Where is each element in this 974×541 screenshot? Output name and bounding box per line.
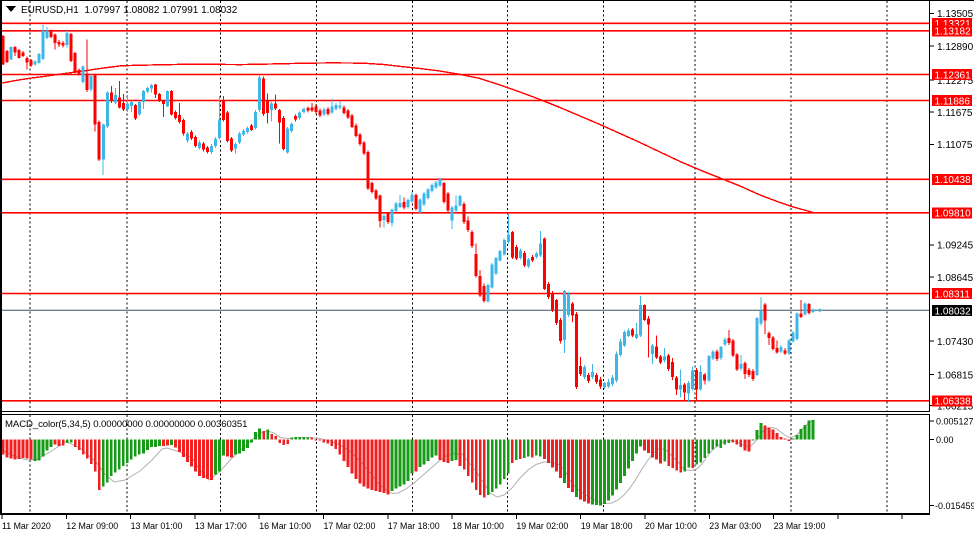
svg-text:1.12275: 1.12275 xyxy=(937,76,974,87)
svg-text:1.11675: 1.11675 xyxy=(937,108,973,119)
svg-text:1.07430: 1.07430 xyxy=(937,337,974,348)
svg-text:1.13505: 1.13505 xyxy=(937,9,974,20)
svg-text:17 Mar 02:00: 17 Mar 02:00 xyxy=(324,521,376,531)
svg-text:1.08032: 1.08032 xyxy=(935,306,972,317)
svg-text:EURUSD,H1 1.07997 1.08082 1.0: EURUSD,H1 1.07997 1.08082 1.07991 1.0803… xyxy=(21,5,238,16)
svg-text:1.08645: 1.08645 xyxy=(937,273,974,284)
svg-text:1.09245: 1.09245 xyxy=(937,241,974,252)
svg-text:1.08311: 1.08311 xyxy=(935,289,971,300)
svg-text:20 Mar 10:00: 20 Mar 10:00 xyxy=(645,521,697,531)
svg-text:1.13321: 1.13321 xyxy=(935,19,972,30)
svg-text:0.0051272: 0.0051272 xyxy=(936,416,974,426)
svg-text:1.13182: 1.13182 xyxy=(935,27,972,38)
svg-text:19 Mar 18:00: 19 Mar 18:00 xyxy=(581,521,633,531)
svg-text:17 Mar 18:00: 17 Mar 18:00 xyxy=(388,521,440,531)
svg-text:1.06338: 1.06338 xyxy=(935,397,972,408)
svg-text:16 Mar 10:00: 16 Mar 10:00 xyxy=(259,521,311,531)
svg-text:1.11075: 1.11075 xyxy=(937,140,973,151)
svg-text:23 Mar 03:00: 23 Mar 03:00 xyxy=(709,521,761,531)
svg-text:1.10438: 1.10438 xyxy=(935,175,972,186)
svg-text:19 Mar 02:00: 19 Mar 02:00 xyxy=(516,521,568,531)
svg-text:1.06815: 1.06815 xyxy=(937,370,974,381)
svg-text:12 Mar 09:00: 12 Mar 09:00 xyxy=(66,521,118,531)
svg-text:11 Mar 2020: 11 Mar 2020 xyxy=(2,521,51,531)
svg-text:13 Mar 01:00: 13 Mar 01:00 xyxy=(131,521,183,531)
svg-text:1.12361: 1.12361 xyxy=(935,70,972,81)
svg-text:1.06215: 1.06215 xyxy=(937,401,974,412)
svg-text:23 Mar 19:00: 23 Mar 19:00 xyxy=(774,521,826,531)
svg-text:1.09810: 1.09810 xyxy=(935,209,972,220)
svg-text:1.12890: 1.12890 xyxy=(937,42,974,53)
svg-text:18 Mar 10:00: 18 Mar 10:00 xyxy=(452,521,504,531)
svg-text:13 Mar 17:00: 13 Mar 17:00 xyxy=(195,521,247,531)
svg-text:0.00: 0.00 xyxy=(936,435,954,445)
svg-text:1.11886: 1.11886 xyxy=(935,96,971,107)
svg-text:MACD_color(5,34,5) 0.00000000: MACD_color(5,34,5) 0.00000000 0.00000000… xyxy=(5,419,247,430)
